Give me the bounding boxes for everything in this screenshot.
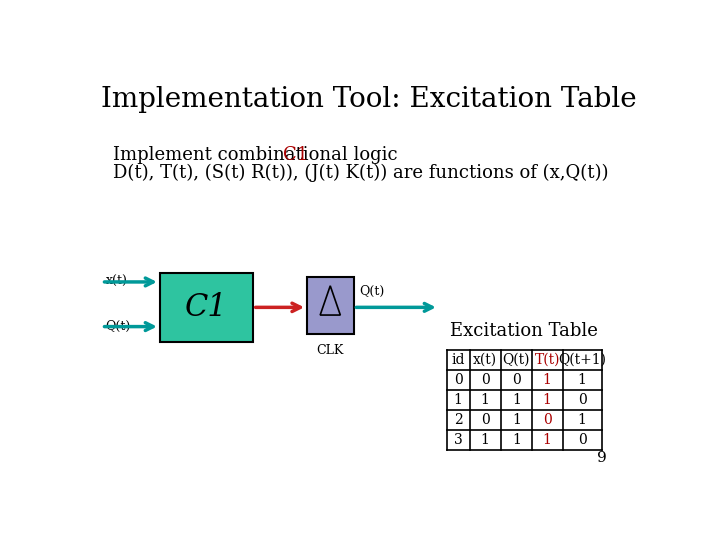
Text: 1: 1 <box>481 393 490 407</box>
Text: Implementation Tool: Excitation Table: Implementation Tool: Excitation Table <box>102 86 636 113</box>
Text: 1: 1 <box>512 433 521 447</box>
Text: 1: 1 <box>454 393 462 407</box>
Text: CLK: CLK <box>317 343 344 356</box>
Text: 1: 1 <box>577 413 587 427</box>
Text: 1: 1 <box>577 373 587 387</box>
Text: 2: 2 <box>454 413 462 427</box>
Text: D(t), T(t), (S(t) R(t)), (J(t) K(t)) are functions of (x,Q(t)): D(t), T(t), (S(t) R(t)), (J(t) K(t)) are… <box>113 164 608 183</box>
Text: Q(t): Q(t) <box>360 285 385 298</box>
Text: 1: 1 <box>512 413 521 427</box>
Text: T(t): T(t) <box>534 353 560 367</box>
Text: 3: 3 <box>454 433 462 447</box>
Text: x(t): x(t) <box>473 353 498 367</box>
Text: Excitation Table: Excitation Table <box>450 322 598 340</box>
Text: 1: 1 <box>481 433 490 447</box>
Text: 0: 0 <box>481 373 490 387</box>
Text: Q(t+1): Q(t+1) <box>558 353 606 367</box>
Text: x(t): x(t) <box>106 275 127 288</box>
Text: 0: 0 <box>512 373 521 387</box>
Text: Q(t): Q(t) <box>503 353 530 367</box>
Text: 0: 0 <box>481 413 490 427</box>
Text: 1: 1 <box>512 393 521 407</box>
Text: 0: 0 <box>543 413 552 427</box>
FancyBboxPatch shape <box>307 276 354 334</box>
FancyBboxPatch shape <box>160 273 253 342</box>
Text: 1: 1 <box>543 373 552 387</box>
Text: 0: 0 <box>454 373 462 387</box>
Text: 1: 1 <box>543 393 552 407</box>
Text: 9: 9 <box>597 451 606 465</box>
Text: C1: C1 <box>283 146 308 164</box>
Text: 0: 0 <box>577 393 587 407</box>
Text: Implement combinational logic: Implement combinational logic <box>113 146 404 164</box>
Text: 0: 0 <box>577 433 587 447</box>
Text: Q(t): Q(t) <box>106 320 131 333</box>
Text: 1: 1 <box>543 433 552 447</box>
Text: C1: C1 <box>185 292 228 323</box>
Text: id: id <box>451 353 465 367</box>
